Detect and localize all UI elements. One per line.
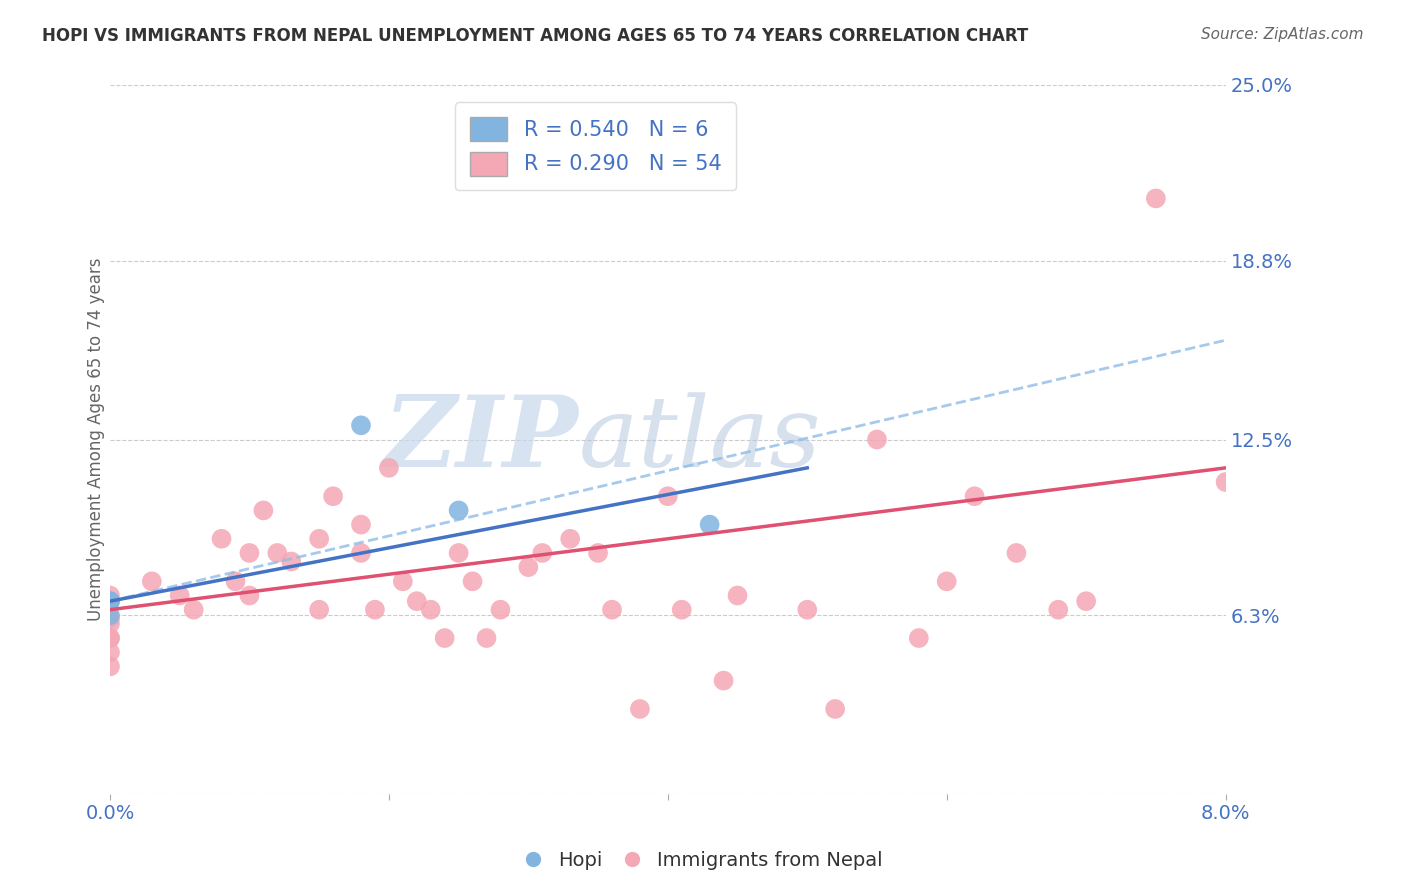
Point: [169, 589, 191, 603]
Point: [98, 611, 121, 625]
Point: [364, 603, 387, 617]
Point: [447, 546, 470, 560]
Point: [238, 546, 260, 560]
Text: atlas: atlas: [578, 392, 821, 487]
Point: [560, 532, 582, 546]
Point: [98, 594, 121, 608]
Point: [935, 574, 957, 589]
Point: [531, 546, 554, 560]
Point: [98, 616, 121, 631]
Text: Source: ZipAtlas.com: Source: ZipAtlas.com: [1201, 27, 1364, 42]
Point: [266, 546, 288, 560]
Point: [98, 608, 121, 623]
Point: [461, 574, 484, 589]
Point: [671, 603, 693, 617]
Point: [98, 631, 121, 645]
Point: [796, 603, 818, 617]
Point: [1144, 191, 1167, 205]
Legend: R = 0.540   N = 6, R = 0.290   N = 54: R = 0.540 N = 6, R = 0.290 N = 54: [456, 103, 737, 190]
Point: [183, 603, 205, 617]
Point: [350, 418, 373, 433]
Point: [489, 603, 512, 617]
Text: ZIP: ZIP: [384, 392, 578, 488]
Point: [475, 631, 498, 645]
Point: [433, 631, 456, 645]
Point: [1076, 594, 1098, 608]
Point: [392, 574, 415, 589]
Point: [308, 603, 330, 617]
Point: [98, 594, 121, 608]
Point: [98, 589, 121, 603]
Point: [1215, 475, 1237, 489]
Point: [308, 532, 330, 546]
Point: [907, 631, 929, 645]
Text: HOPI VS IMMIGRANTS FROM NEPAL UNEMPLOYMENT AMONG AGES 65 TO 74 YEARS CORRELATION: HOPI VS IMMIGRANTS FROM NEPAL UNEMPLOYME…: [42, 27, 1028, 45]
Point: [1005, 546, 1028, 560]
Point: [657, 489, 679, 503]
Point: [98, 594, 121, 608]
Point: [727, 589, 749, 603]
Point: [322, 489, 344, 503]
Point: [238, 589, 260, 603]
Point: [98, 659, 121, 673]
Point: [963, 489, 986, 503]
Point: [98, 631, 121, 645]
Point: [350, 546, 373, 560]
Legend: Hopi, Immigrants from Nepal: Hopi, Immigrants from Nepal: [516, 843, 890, 878]
Point: [224, 574, 246, 589]
Point: [713, 673, 735, 688]
Point: [699, 517, 721, 532]
Point: [98, 645, 121, 659]
Point: [866, 433, 889, 447]
Point: [517, 560, 540, 574]
Point: [600, 603, 623, 617]
Point: [211, 532, 233, 546]
Point: [824, 702, 846, 716]
Point: [350, 517, 373, 532]
Y-axis label: Unemployment Among Ages 65 to 74 years: Unemployment Among Ages 65 to 74 years: [87, 258, 105, 621]
Point: [405, 594, 427, 608]
Point: [628, 702, 651, 716]
Point: [419, 603, 441, 617]
Point: [252, 503, 274, 517]
Point: [1047, 603, 1070, 617]
Point: [378, 461, 401, 475]
Point: [280, 554, 302, 568]
Point: [447, 503, 470, 517]
Point: [586, 546, 609, 560]
Point: [141, 574, 163, 589]
